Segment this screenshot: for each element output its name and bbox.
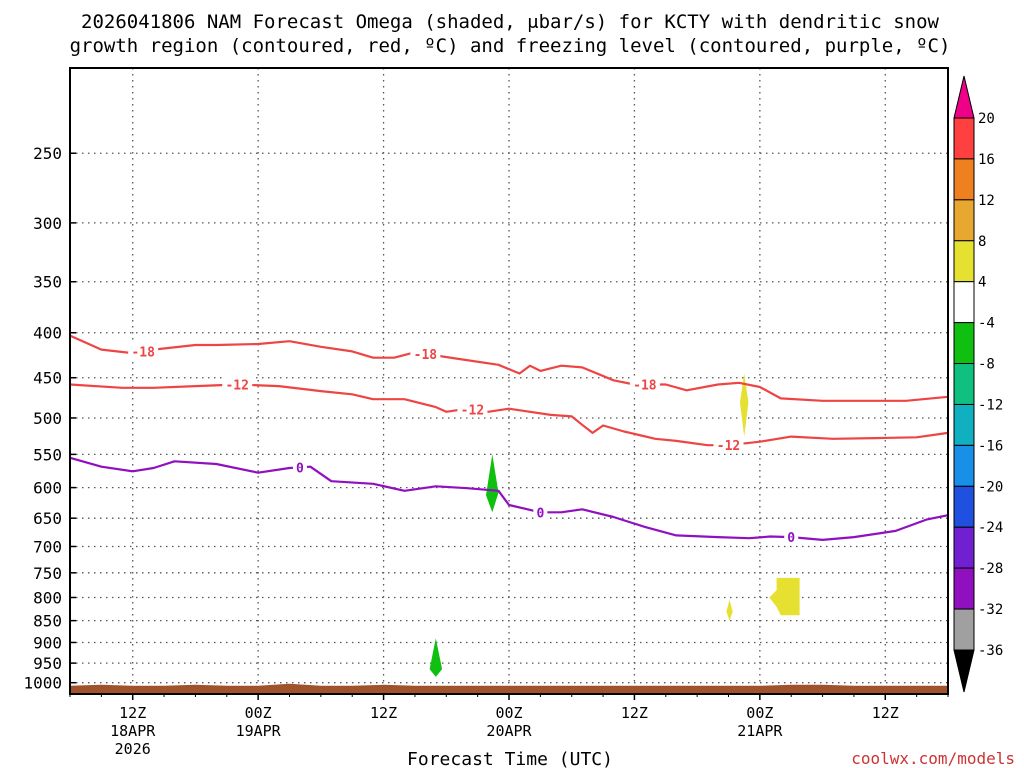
colorbar-label: 12 [978, 193, 995, 209]
contour-label-bg [292, 459, 307, 476]
y-tick-label: 750 [33, 564, 62, 583]
colorbar-swatch [953, 567, 975, 610]
colorbar-label: -28 [978, 561, 1003, 577]
contour-label-zero: 0 [787, 531, 795, 546]
x-tick-label: 00Z [245, 704, 272, 722]
colorbar-label: -36 [978, 643, 1003, 659]
y-tick-label: 850 [33, 612, 62, 631]
contour-label-minus12: -12 [225, 378, 248, 393]
x-tick-label: 00Z [495, 704, 522, 722]
colorbar-label: -24 [978, 520, 1003, 536]
contour-label-minus12: -12 [717, 439, 740, 454]
colorbar-label: -8 [978, 357, 995, 373]
contour-minus18 [69, 334, 949, 402]
source-credit: coolwx.com/models [851, 749, 1015, 768]
ground [70, 683, 948, 694]
x-tick-label: 12Z [370, 704, 397, 722]
colorbar-label: -32 [978, 602, 1003, 618]
green-blob-low [429, 638, 443, 677]
yellow-blob-upper [740, 373, 749, 437]
y-tick-label: 800 [33, 588, 62, 607]
colorbar-swatch [953, 240, 975, 283]
terrain-layer [70, 683, 948, 694]
colorbar-swatch [953, 403, 975, 446]
contour-label-zero: 0 [536, 506, 544, 521]
colorbar-swatch [953, 485, 975, 528]
contour-label-bg [784, 529, 799, 546]
contour-label-bg [457, 401, 488, 418]
colorbar-swatch [953, 158, 975, 201]
contour-label-bg [410, 345, 441, 362]
contour-label-minus18: -18 [633, 378, 657, 393]
y-tick-label: 350 [33, 273, 62, 292]
shaded-omega-layer [429, 373, 800, 677]
x-tick-label: 12Z [621, 704, 648, 722]
contour-label-bg [629, 376, 660, 393]
colorbar-swatch [953, 363, 975, 405]
y-axis: 250 300 350 400 450 500 550 600 650 700 750 800 850 9… [23, 144, 76, 693]
y-tick-label: 400 [33, 324, 62, 343]
colorbar: 20 16 12 8 4 -4 -8 -12 -16 -20 -24 -28 -32 -36 [953, 75, 1003, 693]
contour-label-minus12: -12 [461, 403, 484, 418]
contour-layer: -18 -18 -18 -12 -12 -12 0 0 0 [69, 334, 949, 546]
chart-title-line1: 2026041806 NAM Forecast Omega (shaded, μ… [81, 11, 939, 33]
colorbar-swatch [953, 526, 975, 569]
x-tick-date: 21APR [737, 722, 783, 740]
x-tick-label: 00Z [746, 704, 773, 722]
contour-label-bg [533, 504, 548, 521]
y-tick-label: 1000 [23, 674, 62, 693]
green-blob-mid [486, 454, 499, 513]
y-tick-label: 600 [33, 479, 62, 498]
colorbar-swatch [953, 608, 975, 651]
colorbar-label: 20 [978, 111, 995, 127]
colorbar-label: -12 [978, 397, 1003, 413]
y-tick-label: 950 [33, 654, 62, 673]
y-tick-label: 450 [33, 369, 62, 388]
contour-label-bg [222, 376, 253, 393]
colorbar-swatch [953, 199, 975, 242]
colorbar-swatch [953, 322, 975, 365]
contour-label-minus18: -18 [414, 348, 438, 363]
colorbar-bottom-arrow [953, 649, 975, 693]
y-tick-label: 550 [33, 445, 62, 464]
x-tick-label: 12Z [872, 704, 899, 722]
colorbar-swatch [953, 281, 975, 324]
y-tick-label: 300 [33, 214, 62, 233]
colorbar-swatch [953, 444, 975, 487]
contour-label-zero: 0 [296, 461, 304, 476]
y-tick-label: 700 [33, 537, 62, 556]
contour-label-bg [713, 437, 744, 454]
colorbar-label: -4 [978, 316, 995, 332]
chart-title-line2: growth region (contoured, red, ºC) and f… [70, 35, 951, 57]
x-tick-date: 18APR [110, 722, 156, 740]
colorbar-label: -20 [978, 479, 1003, 495]
colorbar-label: 16 [978, 152, 995, 168]
yellow-blob-small [726, 599, 733, 621]
y-tick-label: 900 [33, 633, 62, 652]
y-tick-label: 650 [33, 509, 62, 528]
yellow-blob-right [769, 577, 800, 616]
y-tick-label: 500 [33, 409, 62, 428]
colorbar-top-arrow [953, 75, 975, 119]
x-tick-year: 2026 [115, 740, 151, 758]
x-tick-label: 12Z [119, 704, 146, 722]
y-tick-label: 250 [33, 144, 62, 163]
contour-label-bg [128, 343, 159, 360]
x-tick-date: 19APR [236, 722, 282, 740]
x-tick-date: 20APR [486, 722, 532, 740]
contour-minus12 [69, 383, 949, 447]
colorbar-swatch [953, 117, 975, 160]
x-axis-title: Forecast Time (UTC) [407, 749, 613, 768]
colorbar-label: 4 [978, 275, 986, 291]
colorbar-label: -16 [978, 438, 1003, 454]
colorbar-label: 8 [978, 234, 986, 250]
contour-label-minus18: -18 [131, 345, 155, 360]
